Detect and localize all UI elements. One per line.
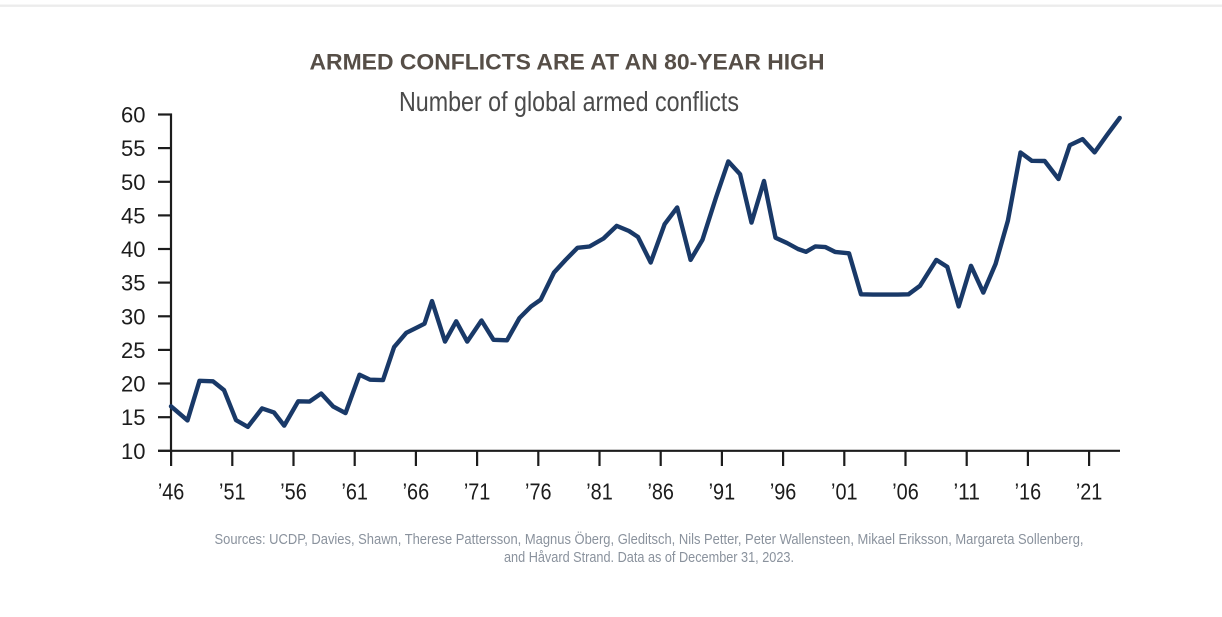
svg-text:’06: ’06 (892, 478, 919, 504)
svg-text:’56: ’56 (280, 478, 307, 504)
svg-text:’46: ’46 (158, 478, 185, 504)
svg-text:35: 35 (121, 271, 145, 296)
svg-text:60: 60 (121, 103, 145, 128)
svg-text:’16: ’16 (1015, 478, 1042, 504)
svg-text:’66: ’66 (403, 478, 430, 504)
svg-text:’11: ’11 (953, 478, 980, 504)
svg-text:45: 45 (121, 203, 145, 228)
svg-text:ARMED CONFLICTS ARE AT AN 80-Y: ARMED CONFLICTS ARE AT AN 80-YEAR HIGH (310, 50, 825, 75)
svg-text:’96: ’96 (770, 478, 797, 504)
svg-text:50: 50 (121, 170, 145, 195)
svg-text:and Håvard Strand. Data as of: and Håvard Strand. Data as of December 3… (504, 550, 794, 566)
svg-text:15: 15 (121, 405, 145, 430)
svg-text:Number of global armed conflic: Number of global armed conflicts (399, 86, 739, 117)
svg-text:’61: ’61 (341, 478, 368, 504)
svg-text:’86: ’86 (647, 478, 674, 504)
svg-text:25: 25 (121, 338, 145, 363)
svg-text:’21: ’21 (1076, 478, 1103, 504)
svg-text:’91: ’91 (709, 478, 736, 504)
svg-text:55: 55 (121, 136, 145, 161)
svg-text:20: 20 (121, 372, 145, 397)
svg-text:Sources: UCDP, Davies, Shawn,: Sources: UCDP, Davies, Shawn, Therese Pa… (215, 530, 1084, 548)
svg-text:’01: ’01 (831, 478, 858, 504)
svg-text:’81: ’81 (586, 478, 613, 504)
svg-text:40: 40 (121, 237, 145, 262)
svg-text:10: 10 (121, 439, 145, 464)
svg-text:30: 30 (121, 304, 145, 329)
svg-text:’71: ’71 (464, 478, 491, 504)
svg-text:’76: ’76 (525, 478, 552, 504)
svg-text:’51: ’51 (219, 478, 246, 504)
